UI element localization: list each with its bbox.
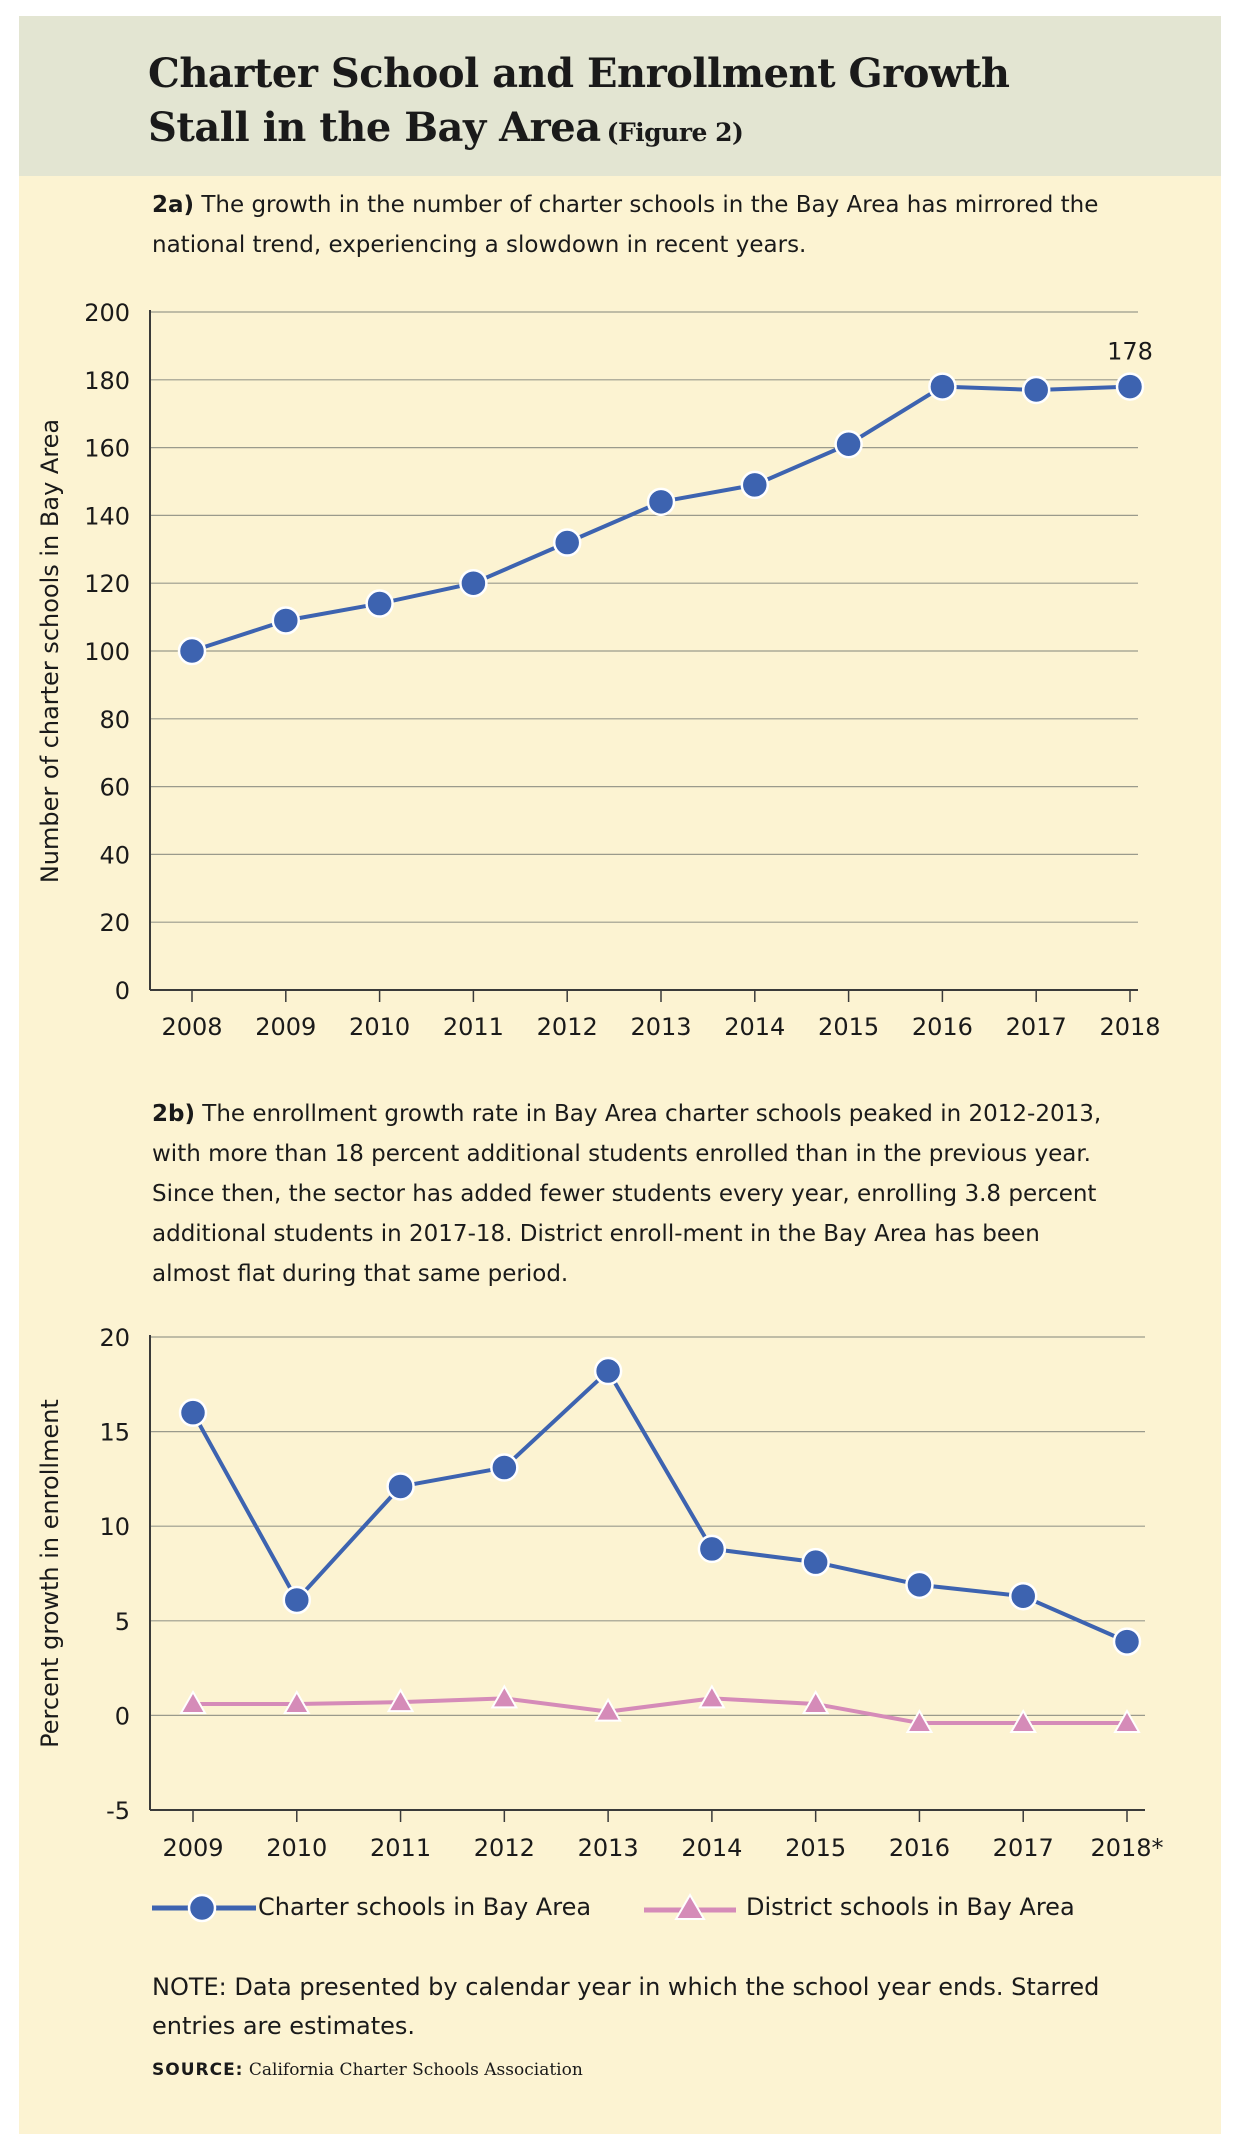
chart-b-charter-line	[191, 1369, 1128, 1644]
legend-item-charter: Charter schools in Bay Area	[150, 1888, 610, 1928]
figure-title-text: Stall in the Bay Area	[148, 104, 601, 151]
chart-b-charter-point	[282, 1585, 312, 1615]
chart-b-y-tick-label: 0	[115, 1702, 130, 1730]
chart-a-x-tick-label: 2017	[1006, 1013, 1067, 1041]
chart-a-y-tick-label: 160	[84, 435, 130, 463]
chart-b-x-tick-label: 2017	[993, 1834, 1054, 1862]
chart-a-y-tick-label: 140	[84, 502, 130, 530]
legend-district-label: District schools in Bay Area	[746, 1893, 1075, 1921]
chart-a-charter-point	[646, 487, 676, 517]
chart-a-charter-point	[834, 429, 863, 459]
figure-label: (Figure 2)	[606, 118, 744, 147]
chart-a-charter-point	[459, 568, 488, 598]
chart-a-x-tick-label: 2015	[818, 1013, 879, 1041]
chart-a-description: 2a) The growth in the number of charter …	[152, 185, 1112, 265]
chart-a-charter-point	[365, 589, 394, 618]
chart-b-district-point	[801, 1690, 830, 1715]
chart-a-x-tick-label: 2013	[630, 1013, 691, 1041]
figure-title-line1: Charter School and Enrollment Growth	[148, 50, 1010, 97]
figure-panel: Charter School and Enrollment Growth Sta…	[19, 16, 1221, 2134]
chart-b-charter-point	[386, 1472, 415, 1501]
chart-b-x-tick-label: 2015	[785, 1834, 846, 1862]
chart-a-charter-line	[191, 384, 1131, 653]
chart-b-charter-point	[905, 1570, 934, 1600]
chart-b-charter-point	[490, 1453, 519, 1482]
legend-district-swatch	[644, 1893, 736, 1920]
legend: Charter schools in Bay Area District sch…	[150, 1888, 1150, 1928]
chart-b-charter-point	[1008, 1581, 1038, 1611]
chart-a-y-tick-label: 60	[99, 774, 130, 802]
chart-a-y-tick-label: 200	[84, 299, 130, 327]
chart-a-x-tick-label: 2009	[255, 1013, 316, 1041]
legend-item-district: District schools in Bay Area	[642, 1888, 1142, 1928]
chart-b-y-tick-label: -5	[106, 1797, 130, 1825]
chart-b-description: 2b) The enrollment growth rate in Bay Ar…	[152, 1094, 1112, 1294]
note-text: NOTE: Data presented by calendar year in…	[152, 1973, 1100, 2040]
chart-a-charter-point	[271, 606, 301, 635]
chart-b-charter-point	[178, 1398, 208, 1427]
chart-a-x-tick-label: 2010	[349, 1013, 410, 1041]
chart-b-y-axis-title: Percent growth in enrollment	[36, 1399, 64, 1748]
chart-a-y-tick-label: 0	[115, 977, 130, 1005]
legend-charter-swatch	[152, 1893, 256, 1923]
chart-b-label: 2b)	[152, 1101, 195, 1127]
chart-b-district-point	[1009, 1708, 1037, 1733]
chart-b-district-point	[698, 1684, 726, 1709]
chart-b-district-point	[179, 1690, 207, 1715]
chart-a-x-tick-label: 2011	[443, 1013, 504, 1041]
chart-b-charter-point	[801, 1547, 830, 1577]
chart-a-annotation: 178	[1107, 338, 1153, 366]
chart-a-x-tick-label: 2012	[537, 1013, 598, 1041]
chart-b-y-tick-label: 10	[99, 1513, 130, 1541]
chart-a-label: 2a)	[152, 192, 195, 218]
chart-a-charter-point	[1115, 372, 1145, 401]
legend-charter-label: Charter schools in Bay Area	[258, 1893, 592, 1921]
chart-a-y-tick-label: 100	[84, 638, 130, 666]
chart-a-x-tick-label: 2016	[912, 1013, 973, 1041]
chart-b-charter-point	[697, 1534, 727, 1564]
chart-a-charter-point	[928, 372, 957, 401]
chart-a-x-tick-label: 2014	[724, 1013, 785, 1041]
chart-a-y-axis-title: Number of charter schools in Bay Area	[36, 419, 64, 883]
chart-b-district-point	[1113, 1708, 1141, 1733]
chart-b-district-point	[594, 1697, 622, 1722]
chart-b-charter-point	[593, 1356, 623, 1386]
chart-b-x-tick-label: 2013	[578, 1834, 639, 1862]
chart-a-description-text: The growth in the number of charter scho…	[152, 192, 1099, 258]
figure-title-line2: Stall in the Bay Area (Figure 2)	[148, 104, 744, 151]
chart-b-x-tick-label: 2009	[162, 1834, 223, 1862]
chart-a-x-tick-label: 2018	[1099, 1013, 1160, 1041]
chart-b-charter-point	[1112, 1627, 1142, 1656]
chart-b-y-tick-label: 20	[99, 1324, 130, 1352]
chart-b-x-tick-label: 2012	[474, 1834, 535, 1862]
source-label: SOURCE:	[152, 2060, 244, 2080]
chart-a-charter-point	[177, 636, 207, 666]
source-line: SOURCE: California Charter Schools Assoc…	[152, 2060, 583, 2080]
chart-b-x-tick-label: 2011	[370, 1834, 431, 1862]
chart-a-x-tick-label: 2008	[161, 1013, 222, 1041]
figure-header: Charter School and Enrollment Growth Sta…	[19, 16, 1221, 176]
chart-b-y-tick-label: 15	[99, 1419, 130, 1447]
chart-b-x-tick-label: 2010	[266, 1834, 327, 1862]
chart-b-district-point	[905, 1708, 934, 1733]
chart-a-charter-point	[1021, 375, 1051, 405]
chart-b-district-line	[193, 1696, 1127, 1725]
chart-b-district-point	[386, 1688, 415, 1713]
chart-a-charter-point	[552, 528, 582, 557]
chart-b-y-tick-label: 5	[115, 1608, 130, 1636]
chart-b-x-tick-label: 2018*	[1090, 1834, 1163, 1862]
chart-a-y-tick-label: 180	[84, 367, 130, 395]
chart-b-district-point	[490, 1684, 519, 1709]
chart-a-charter-point	[740, 470, 770, 500]
chart-a-y-tick-label: 120	[84, 570, 130, 598]
chart-b-district-point	[283, 1690, 311, 1715]
chart-a-y-tick-label: 20	[99, 909, 130, 937]
chart-a-y-tick-label: 40	[99, 841, 130, 869]
source-text: California Charter Schools Association	[248, 2060, 583, 2080]
chart-b-x-tick-label: 2014	[681, 1834, 742, 1862]
chart-b-x-tick-label: 2016	[889, 1834, 950, 1862]
chart-a-y-tick-label: 80	[99, 706, 130, 734]
chart-b-description-text: The enrollment growth rate in Bay Area c…	[152, 1101, 1102, 1287]
